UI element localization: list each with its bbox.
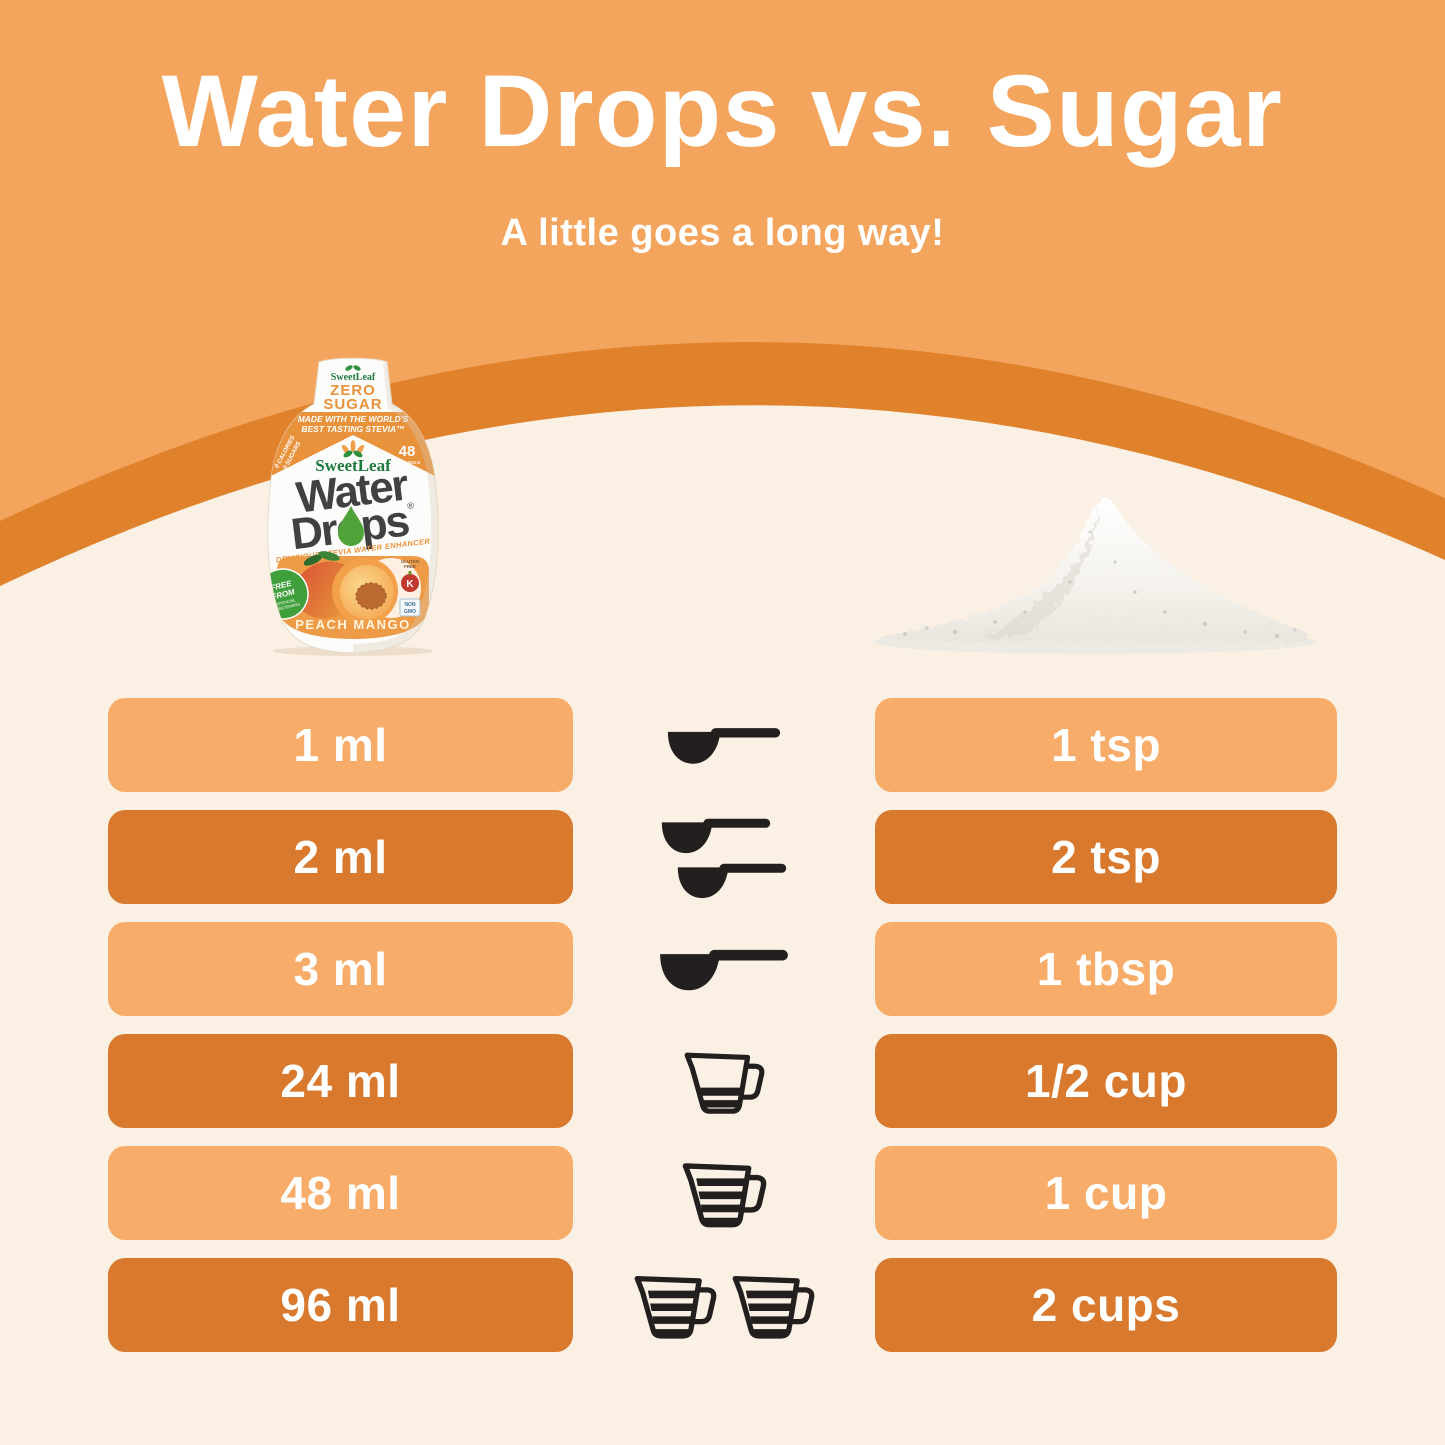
water-drops-amount-bar: 1 ml xyxy=(108,698,573,792)
kosher-mark: K xyxy=(401,571,419,592)
sugar-amount-bar: 1/2 cup xyxy=(875,1034,1337,1128)
comparison-table: 1 ml 1 tsp 2 ml 2 tsp 3 ml xyxy=(108,698,1337,1370)
comparison-row: 3 ml 1 tbsp xyxy=(108,922,1337,1016)
sugar-amount-bar: 1 cup xyxy=(875,1146,1337,1240)
sugar-text: SUGAR xyxy=(323,396,382,413)
comparison-row: 2 ml 2 tsp xyxy=(108,810,1337,904)
comparison-row: 24 ml 1/2 cup xyxy=(108,1034,1337,1128)
sugar-amount: 1/2 cup xyxy=(1024,1055,1187,1107)
teaspoon-icons-x2 xyxy=(573,814,875,901)
water-drops-amount-bar: 48 ml xyxy=(108,1146,573,1240)
page-subtitle: A little goes a long way! xyxy=(500,212,945,254)
svg-text:FREE: FREE xyxy=(404,564,416,569)
comparison-row: 1 ml 1 tsp xyxy=(108,698,1337,792)
svg-text:NON: NON xyxy=(404,602,416,608)
zero-text: ZERO xyxy=(330,382,376,399)
flavor-name: PEACH MANGO xyxy=(295,617,410,632)
water-drops-amount: 96 ml xyxy=(280,1279,401,1331)
water-drops-amount: 2 ml xyxy=(293,831,388,883)
svg-text:GMO: GMO xyxy=(404,609,416,615)
brand-logo: SweetLeaf xyxy=(315,450,391,475)
sugar-amount: 1 tbsp xyxy=(1036,943,1176,995)
water-drops-amount: 1 ml xyxy=(293,719,388,771)
fruit-artwork xyxy=(277,551,429,639)
teaspoon-icon xyxy=(573,723,875,767)
gluten-free-mark: GLUTEN FREE xyxy=(401,559,420,569)
svg-text:SERVINGS: SERVINGS xyxy=(393,460,420,465)
tablespoon-icon xyxy=(573,944,875,994)
water-drops-amount: 48 ml xyxy=(280,1167,401,1219)
non-gmo-mark: NON GMO xyxy=(399,598,421,617)
measuring-cup-half-icon xyxy=(573,1047,875,1115)
water-drop-icon xyxy=(338,506,364,546)
sugar-amount: 1 tsp xyxy=(1051,719,1161,771)
comparison-row: 96 ml 2 cups xyxy=(108,1258,1337,1352)
page-title: Water Drops vs. Sugar xyxy=(161,54,1284,168)
sugar-amount-bar: 1 tbsp xyxy=(875,922,1337,1016)
band-line2: BEST TASTING STEVIA™ xyxy=(301,424,404,434)
svg-text:SweetLeaf: SweetLeaf xyxy=(315,456,391,475)
water-drops-bottle-image: SweetLeaf ZERO SUGAR MADE WITH THE WORLD… xyxy=(267,357,439,656)
cap-brand: SweetLeaf xyxy=(331,372,376,383)
sugar-amount: 2 tsp xyxy=(1051,831,1161,883)
water-drops-amount: 3 ml xyxy=(293,943,388,995)
comparison-row: 48 ml 1 cup xyxy=(108,1146,1337,1240)
svg-text:SWEETENERS: SWEETENERS xyxy=(272,601,301,613)
servings-badge: 48 SERVINGS xyxy=(393,443,420,465)
band-line1: MADE WITH THE WORLD'S xyxy=(298,414,409,424)
sugar-amount-bar: 1 tsp xyxy=(875,698,1337,792)
svg-text:®: ® xyxy=(407,500,415,511)
svg-text:ARTIFICIAL: ARTIFICIAL xyxy=(274,597,297,607)
water-drops-amount: 24 ml xyxy=(280,1055,401,1107)
measuring-cup-full-icons-x2 xyxy=(573,1270,875,1340)
sugar-amount: 1 cup xyxy=(1044,1167,1168,1219)
svg-text:48: 48 xyxy=(399,443,416,460)
water-drops-amount-bar: 24 ml xyxy=(108,1034,573,1128)
sugar-amount-bar: 2 cups xyxy=(875,1258,1337,1352)
sugar-amount-bar: 2 tsp xyxy=(875,810,1337,904)
svg-text:K: K xyxy=(406,579,414,590)
water-drops-amount-bar: 2 ml xyxy=(108,810,573,904)
water-drops-amount-bar: 96 ml xyxy=(108,1258,573,1352)
sugar-amount: 2 cups xyxy=(1031,1279,1181,1331)
sugar-pile-image xyxy=(873,497,1317,654)
measuring-cup-full-icon xyxy=(573,1157,875,1229)
water-drops-amount-bar: 3 ml xyxy=(108,922,573,1016)
cap-label: SweetLeaf ZERO SUGAR xyxy=(323,365,382,413)
svg-text:GLUTEN: GLUTEN xyxy=(401,559,420,564)
